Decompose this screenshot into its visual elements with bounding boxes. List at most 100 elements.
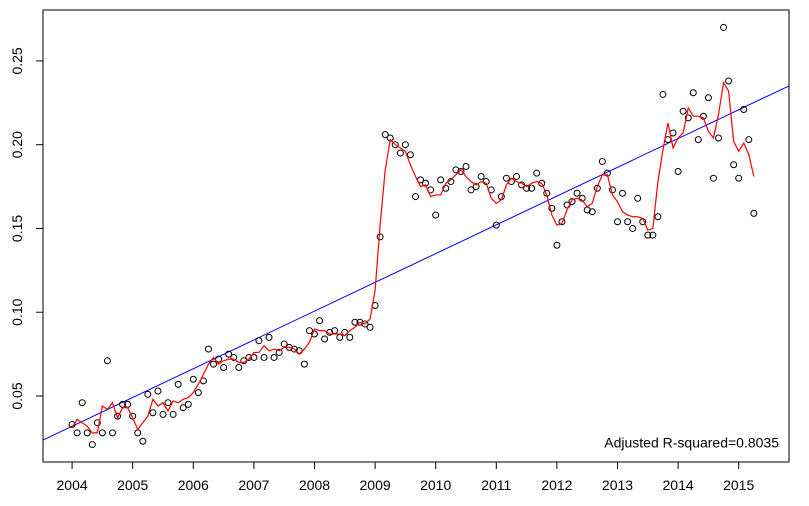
data-point	[528, 184, 536, 192]
data-point	[573, 189, 581, 197]
data-point	[209, 360, 217, 368]
data-point	[684, 114, 692, 122]
data-point	[538, 179, 546, 187]
data-point	[694, 136, 702, 144]
data-point	[442, 184, 450, 192]
data-point	[401, 141, 409, 149]
data-point	[189, 375, 197, 383]
data-point	[260, 353, 268, 361]
data-point	[624, 218, 632, 226]
x-tick-label: 2005	[117, 477, 148, 493]
data-point	[558, 218, 566, 226]
data-point	[674, 168, 682, 176]
data-point	[316, 317, 324, 325]
data-point	[179, 404, 187, 412]
y-tick-label: 0.25	[9, 47, 25, 74]
data-point	[512, 173, 520, 181]
data-point	[215, 355, 223, 363]
x-tick-label: 2006	[178, 477, 209, 493]
data-point	[634, 194, 642, 202]
data-point	[462, 162, 470, 170]
data-point	[78, 399, 86, 407]
data-point	[492, 221, 500, 229]
data-point	[93, 419, 101, 427]
data-point	[83, 429, 91, 437]
data-point	[159, 410, 167, 418]
data-point	[689, 89, 697, 97]
data-point	[406, 151, 414, 159]
data-point	[149, 409, 157, 417]
x-tick-label: 2004	[57, 477, 88, 493]
data-point	[346, 333, 354, 341]
data-point	[553, 241, 561, 249]
data-point	[750, 209, 758, 217]
data-point	[275, 348, 283, 356]
data-point	[235, 364, 243, 372]
smooth-line	[71, 80, 755, 434]
data-point	[98, 429, 106, 437]
data-point	[204, 345, 212, 353]
data-point	[305, 327, 313, 335]
y-tick-label: 0.15	[9, 215, 25, 242]
x-tick-label: 2015	[723, 477, 754, 493]
data-point	[568, 198, 576, 206]
data-point	[376, 233, 384, 241]
data-point	[649, 231, 657, 239]
x-tick-label: 2008	[299, 477, 330, 493]
data-point	[381, 131, 389, 139]
data-point	[220, 364, 228, 372]
data-point	[73, 429, 81, 437]
data-point	[598, 157, 606, 165]
data-point	[548, 204, 556, 212]
data-point	[412, 193, 420, 201]
data-point	[720, 23, 728, 31]
data-point	[619, 189, 627, 197]
data-point	[321, 335, 329, 343]
data-point	[184, 400, 192, 408]
data-point	[225, 350, 233, 358]
data-point	[715, 134, 723, 142]
data-point	[396, 149, 404, 157]
data-point	[730, 161, 738, 169]
data-point	[194, 389, 202, 397]
data-point	[735, 174, 743, 182]
data-point	[523, 184, 531, 192]
x-tick-label: 2007	[238, 477, 269, 493]
data-point	[290, 345, 298, 353]
data-point	[310, 330, 318, 338]
x-tick-label: 2014	[663, 477, 694, 493]
data-point	[745, 136, 753, 144]
data-point	[250, 353, 258, 361]
y-tick-label: 0.20	[9, 131, 25, 158]
regression-line	[43, 85, 789, 441]
data-point	[109, 429, 117, 437]
data-point	[709, 174, 717, 182]
data-point	[270, 353, 278, 361]
data-point	[740, 106, 748, 114]
data-point	[366, 323, 374, 331]
data-point	[477, 173, 485, 181]
data-point	[725, 77, 733, 85]
data-point	[502, 174, 510, 182]
data-point	[103, 357, 111, 365]
data-point	[437, 176, 445, 184]
data-point	[472, 183, 480, 191]
data-point	[457, 168, 465, 176]
data-point	[169, 410, 177, 418]
data-point	[245, 353, 253, 361]
data-point	[356, 318, 364, 326]
x-tick-label: 2009	[360, 477, 391, 493]
data-point	[391, 141, 399, 149]
data-point	[644, 231, 652, 239]
data-point	[629, 224, 637, 232]
x-tick-label: 2012	[541, 477, 572, 493]
data-point	[154, 387, 162, 395]
data-point	[300, 360, 308, 368]
data-point	[654, 213, 662, 221]
data-point	[351, 318, 359, 326]
y-tick-label: 0.10	[9, 298, 25, 325]
data-point	[255, 337, 263, 345]
data-point	[174, 380, 182, 388]
